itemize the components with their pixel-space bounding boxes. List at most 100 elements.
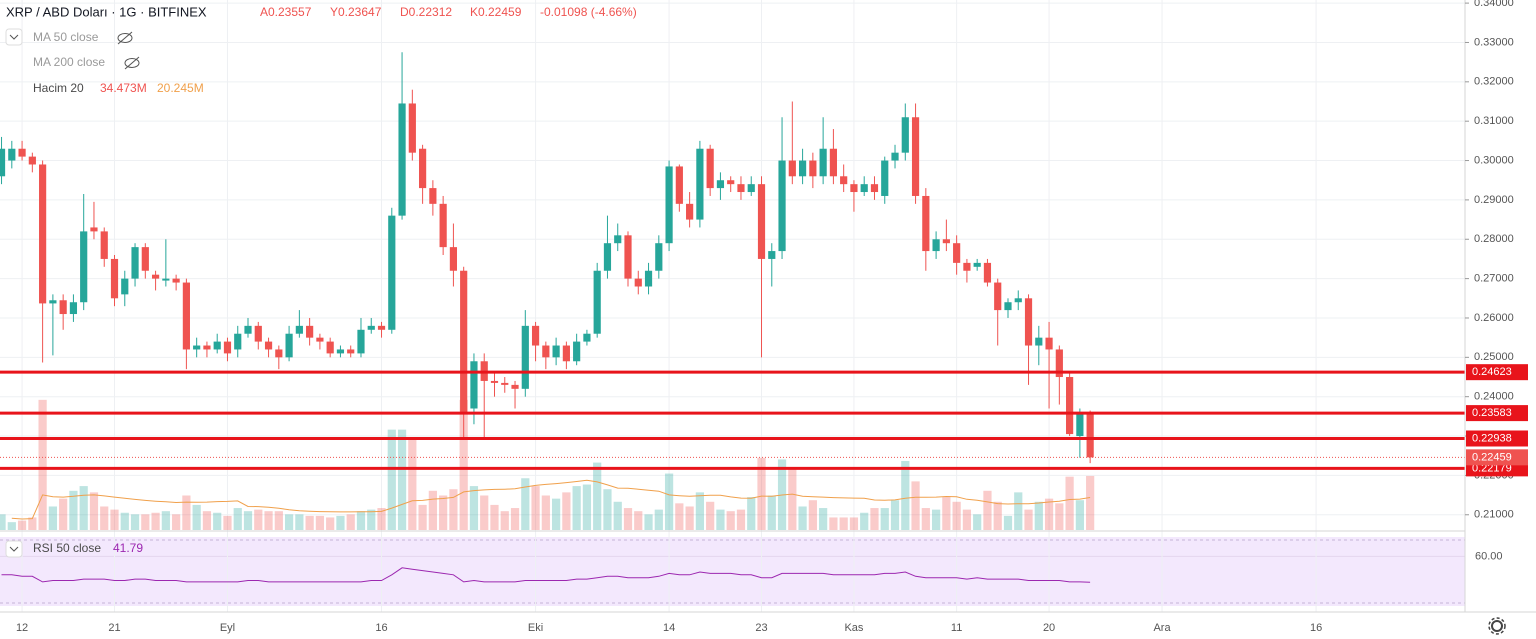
volume-bar	[213, 512, 222, 530]
volume-bar	[243, 511, 253, 530]
volume-bar	[254, 509, 263, 530]
ohlc-high: Y0.23647	[330, 5, 382, 19]
volume-bar	[17, 520, 27, 530]
level-label-box	[1466, 364, 1528, 381]
hidden-icon[interactable]	[117, 31, 133, 45]
volume-bar	[582, 484, 592, 530]
candle-body	[829, 148, 837, 177]
volume-bar	[1034, 501, 1043, 530]
volume-bar	[736, 509, 746, 530]
candle-body	[881, 160, 889, 196]
volume-bar	[716, 509, 725, 530]
candle-body	[162, 278, 170, 281]
candle-body	[316, 337, 324, 342]
candle-body	[870, 184, 879, 193]
volume-bar	[860, 512, 869, 530]
volume-bar	[726, 511, 735, 530]
collapse-button[interactable]	[5, 28, 23, 46]
volume-bar	[603, 489, 612, 530]
candle-body	[377, 325, 386, 330]
candle-body	[1086, 414, 1094, 458]
candle-body	[234, 333, 242, 350]
candle-body	[1045, 337, 1053, 350]
volume-bar	[767, 495, 776, 530]
candle-body	[193, 345, 201, 350]
volume-bar	[490, 504, 499, 530]
volume-bar	[38, 399, 47, 530]
candle-body	[809, 160, 817, 177]
candle-body	[0, 148, 6, 177]
volume-bar	[808, 500, 817, 530]
candle-body	[501, 382, 509, 385]
volume-bar	[387, 429, 396, 530]
volume-bar	[500, 511, 509, 530]
candle-body	[285, 333, 293, 358]
volume-bar	[634, 511, 643, 530]
x-tick-label: 16	[1310, 622, 1322, 634]
candle-body	[439, 203, 447, 248]
volume-bar	[69, 490, 78, 530]
volume-bar	[480, 495, 489, 530]
candle-body	[819, 148, 827, 177]
candle-body	[573, 341, 581, 362]
candle-body	[798, 160, 807, 177]
volume-bar	[151, 512, 160, 530]
candle-body	[1055, 349, 1063, 378]
candle-body	[531, 325, 540, 346]
volume-bar	[1075, 500, 1084, 530]
settings-icon[interactable]	[1488, 617, 1506, 635]
volume-bar	[757, 457, 766, 530]
candle-body	[634, 278, 642, 287]
volume-ma-value: 20.245M	[157, 81, 204, 95]
volume-bar	[593, 462, 602, 530]
candle-body	[182, 282, 190, 350]
hidden-icon[interactable]	[124, 56, 140, 70]
volume-bar	[798, 506, 807, 530]
candle-body	[1024, 298, 1033, 346]
ohlc-open: A0.23557	[260, 5, 312, 19]
volume-bar	[172, 514, 181, 530]
volume-bar	[829, 517, 838, 530]
candle-body	[172, 278, 180, 283]
collapse-button[interactable]	[5, 540, 23, 558]
candle-body	[110, 258, 119, 299]
candle-body	[59, 300, 67, 315]
volume-bar	[654, 509, 663, 530]
volume-bar	[613, 501, 622, 530]
volume-bar	[418, 504, 427, 530]
candle-body	[490, 380, 499, 383]
volume-bar	[623, 508, 633, 530]
candle-body	[901, 117, 909, 153]
candles	[0, 52, 1094, 464]
volume-bar	[469, 486, 479, 530]
candle-body	[429, 188, 437, 204]
volume-bar	[1024, 509, 1033, 530]
x-tick-label: 21	[108, 622, 120, 634]
candle-body	[39, 164, 47, 304]
candle-body	[686, 203, 694, 220]
candle-body	[28, 156, 36, 165]
candle-body	[203, 345, 211, 350]
x-tick-label: 14	[663, 622, 675, 634]
volume-bar	[788, 467, 797, 530]
candle-body	[1035, 337, 1043, 346]
volume-bar	[182, 495, 191, 530]
candle-body	[994, 282, 1002, 311]
levels	[0, 370, 1465, 470]
volume-bar	[706, 501, 715, 530]
candle-body	[942, 239, 950, 244]
volume-bar	[100, 506, 109, 530]
candle-body	[295, 325, 303, 334]
candle-body	[121, 278, 129, 295]
volume-bar	[510, 508, 520, 530]
candle-body	[716, 180, 725, 189]
volume-bar	[962, 509, 972, 530]
volume-bar	[28, 517, 37, 530]
candle-body	[460, 270, 468, 413]
x-tick-label: Kas	[844, 622, 863, 634]
volume-bar	[89, 492, 99, 530]
candle-body	[511, 384, 519, 389]
volume-bar	[223, 515, 232, 530]
